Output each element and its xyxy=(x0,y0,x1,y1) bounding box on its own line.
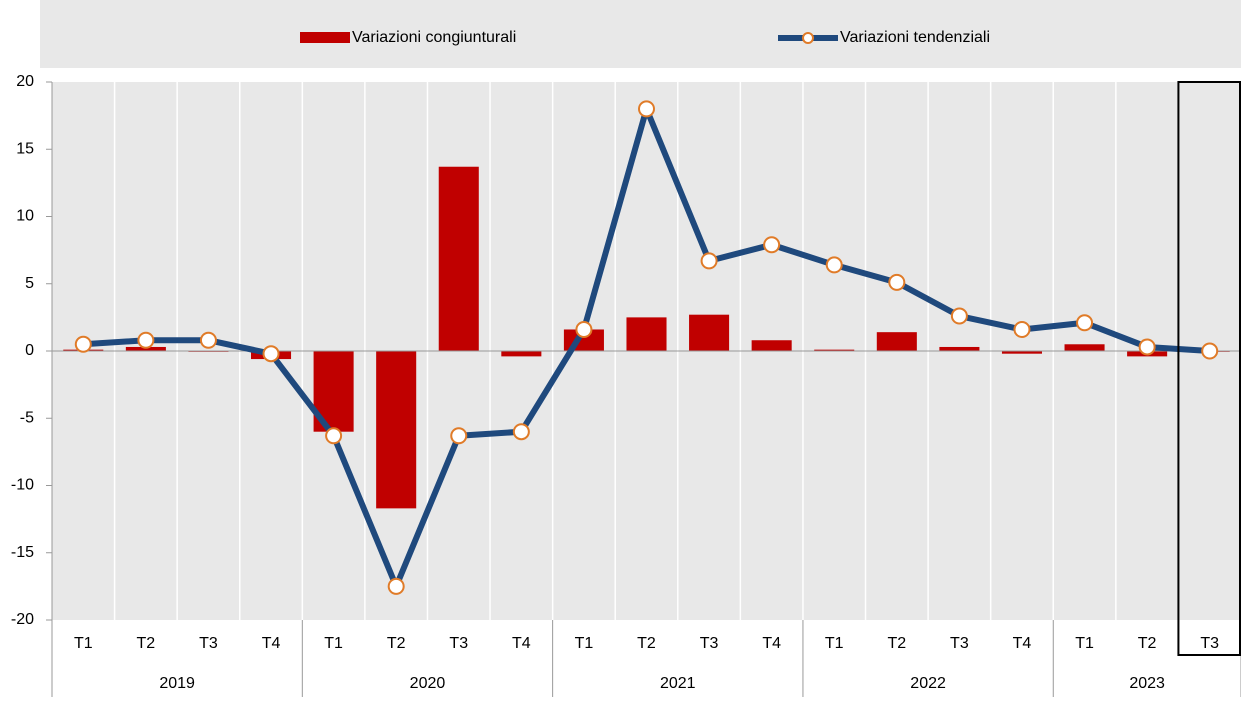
x-group-label: 2023 xyxy=(1129,675,1165,692)
x-tick-label: T1 xyxy=(324,635,343,652)
bar xyxy=(438,166,479,351)
y-tick-label: -10 xyxy=(11,477,34,494)
x-tick-label: T3 xyxy=(1200,635,1219,652)
y-tick-label: -20 xyxy=(11,611,34,628)
line-marker xyxy=(1201,342,1219,360)
line-marker xyxy=(450,427,468,445)
x-tick-label: T4 xyxy=(762,635,781,652)
line-marker xyxy=(1138,338,1156,356)
legend-label: Variazioni tendenziali xyxy=(840,29,990,46)
bar xyxy=(376,351,417,509)
x-group-label: 2022 xyxy=(910,675,946,692)
line-marker xyxy=(199,331,217,349)
line-marker xyxy=(262,345,280,363)
line-marker xyxy=(387,577,405,595)
bar xyxy=(939,346,980,351)
bar xyxy=(876,332,917,351)
y-tick-label: 5 xyxy=(25,275,34,292)
x-tick-label: T2 xyxy=(637,635,656,652)
legend-swatch xyxy=(300,32,350,43)
x-tick-label: T3 xyxy=(199,635,218,652)
bar xyxy=(626,317,667,351)
legend-label: Variazioni congiunturali xyxy=(352,29,516,46)
x-tick-label: T2 xyxy=(887,635,906,652)
x-group-label: 2019 xyxy=(159,675,195,692)
x-tick-label: T3 xyxy=(449,635,468,652)
line-marker xyxy=(74,335,92,353)
legend-background xyxy=(40,0,1241,68)
line-marker xyxy=(825,256,843,274)
legend-marker xyxy=(802,32,814,44)
y-tick-label: 0 xyxy=(25,342,34,359)
line-marker xyxy=(1013,320,1031,338)
x-tick-label: T1 xyxy=(1075,635,1094,652)
line-marker xyxy=(575,320,593,338)
x-group-label: 2021 xyxy=(660,675,696,692)
x-tick-label: T2 xyxy=(387,635,406,652)
x-tick-label: T2 xyxy=(1138,635,1157,652)
line-marker xyxy=(763,236,781,254)
y-tick-label: -5 xyxy=(20,409,34,426)
line-marker xyxy=(888,273,906,291)
x-tick-label: T1 xyxy=(825,635,844,652)
x-tick-label: T1 xyxy=(575,635,594,652)
bar xyxy=(1001,351,1042,354)
x-tick-label: T1 xyxy=(74,635,93,652)
bar xyxy=(125,346,166,351)
y-tick-label: 20 xyxy=(16,73,34,90)
x-tick-label: T3 xyxy=(700,635,719,652)
x-group-label: 2020 xyxy=(410,675,446,692)
x-tick-label: T4 xyxy=(262,635,281,652)
line-marker xyxy=(512,423,530,441)
bar xyxy=(751,340,792,351)
highlight-box xyxy=(1177,81,1241,656)
y-tick-label: -15 xyxy=(11,544,34,561)
bar xyxy=(689,314,730,351)
bar xyxy=(814,349,855,351)
bar xyxy=(1064,344,1105,351)
x-tick-label: T3 xyxy=(950,635,969,652)
line-marker xyxy=(325,427,343,445)
line-marker xyxy=(950,307,968,325)
line-marker xyxy=(700,252,718,270)
x-tick-label: T4 xyxy=(512,635,531,652)
line-marker xyxy=(1076,314,1094,332)
bar xyxy=(501,351,542,357)
line-marker xyxy=(137,331,155,349)
x-tick-label: T4 xyxy=(1013,635,1032,652)
x-tick-label: T2 xyxy=(137,635,156,652)
y-tick-label: 10 xyxy=(16,208,34,225)
line-marker xyxy=(638,100,655,118)
y-tick-label: 15 xyxy=(16,140,34,157)
